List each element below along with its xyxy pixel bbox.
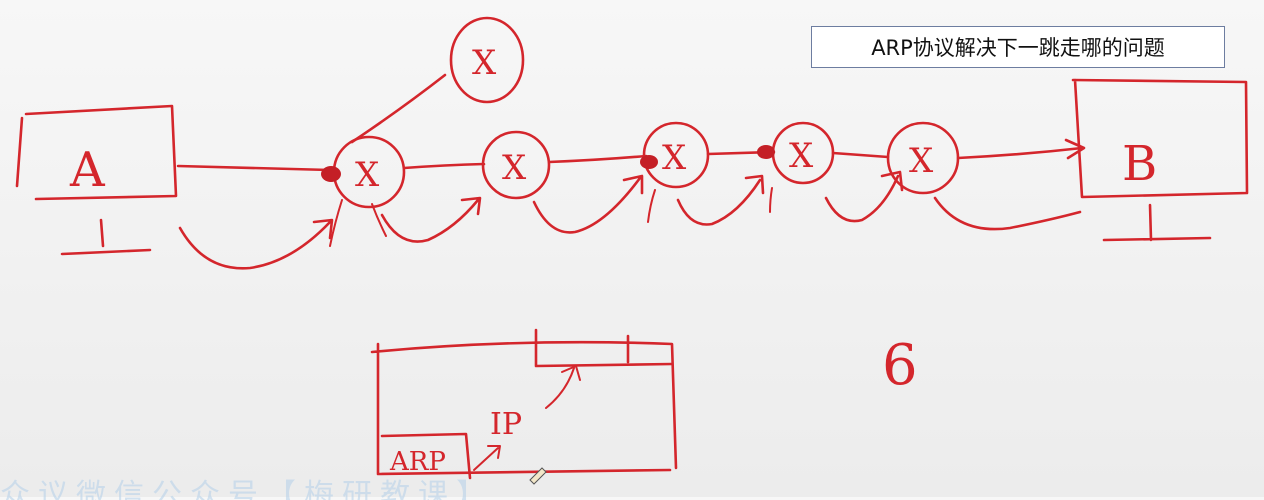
frame-sketch: ARP IP (370, 328, 678, 480)
frame-arp-label: ARP (389, 447, 446, 477)
contact-dots (321, 145, 775, 182)
watermark-text: 众议微信公众号【梅研教课】 (0, 478, 494, 500)
router-2-mark: X (502, 148, 527, 188)
host-a-monitor (15, 104, 178, 201)
frame-arrow-ip-field (545, 365, 581, 409)
router-top: X (449, 16, 525, 104)
host-b-label: B (1122, 136, 1157, 192)
router-top-mark: X (472, 43, 497, 83)
frame-ip-label: IP (490, 407, 522, 442)
host-b-stand (1102, 203, 1212, 242)
frame-outer (370, 340, 678, 476)
hop-arrows (178, 170, 1082, 270)
router-4-mark: X (789, 136, 814, 176)
host-b-monitor (1071, 78, 1249, 199)
side-mark-six: 6 (882, 333, 918, 398)
router-5-mark: X (909, 141, 934, 181)
network-links (176, 73, 1086, 172)
host-a-stand (60, 218, 152, 256)
host-a: A (15, 104, 178, 256)
frame-arrow-arp-ip (473, 445, 501, 471)
frame-arp-box (380, 432, 472, 480)
router-4: X (771, 121, 835, 185)
router-5: X (886, 121, 960, 195)
note-text: ARP协议解决下一跳走哪的问题 (871, 36, 1165, 60)
host-b: B (1071, 78, 1249, 242)
router-3-mark: X (662, 138, 687, 178)
router-1-mark: X (355, 155, 380, 195)
host-a-label: A (69, 142, 106, 198)
pen-cursor-icon (529, 467, 547, 485)
router-2: X (481, 130, 551, 200)
router-3: X (642, 121, 710, 189)
note-box: ARP协议解决下一跳走哪的问题 (811, 26, 1225, 68)
frame-top-field (534, 328, 674, 368)
router-1: X (332, 135, 406, 209)
